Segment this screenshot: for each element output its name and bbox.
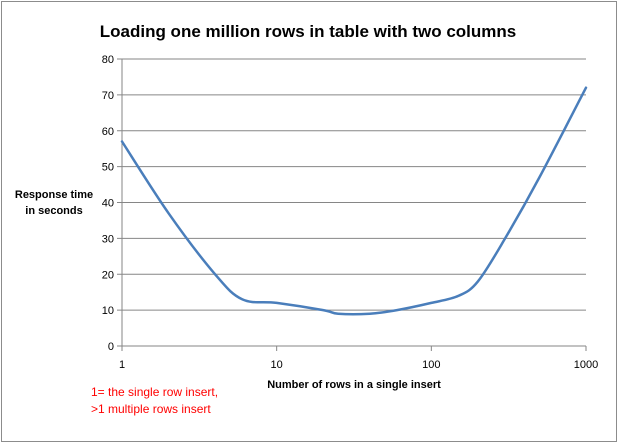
annotation-line-1: 1= the single row insert, — [91, 385, 218, 399]
y-tick-label: 20 — [102, 269, 114, 281]
y-axis-ticks: 0 10 20 30 40 50 60 70 80 — [102, 54, 122, 353]
y-axis-label-line-1: Response time — [15, 189, 93, 201]
gridlines — [122, 58, 586, 311]
annotation-line-2: >1 multiple rows insert — [91, 402, 211, 416]
y-tick-label: 30 — [102, 233, 114, 245]
y-tick-label: 40 — [102, 198, 114, 210]
y-tick-label: 60 — [102, 126, 114, 138]
y-tick-label: 10 — [102, 305, 114, 317]
y-tick-label: 80 — [102, 54, 114, 66]
x-tick-label: 1000 — [574, 359, 598, 371]
x-tick-label: 10 — [271, 359, 283, 371]
x-tick-label: 100 — [422, 359, 440, 371]
y-tick-label: 0 — [108, 341, 114, 353]
y-tick-label: 50 — [102, 162, 114, 174]
x-axis-ticks: 1 10 100 1000 — [119, 346, 598, 371]
x-tick-label: 1 — [119, 359, 125, 371]
chart-title: Loading one million rows in table with t… — [100, 22, 517, 41]
y-axis-label-line-2: in seconds — [25, 205, 82, 217]
y-tick-label: 70 — [102, 90, 114, 102]
x-axis-label: Number of rows in a single insert — [267, 379, 441, 391]
series-line — [120, 86, 588, 316]
